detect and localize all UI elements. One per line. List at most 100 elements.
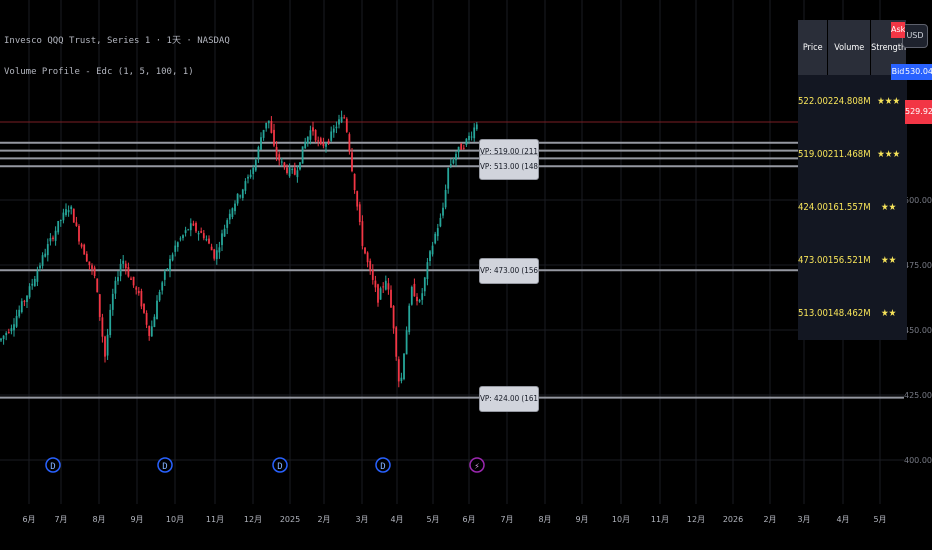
candle-body	[408, 305, 411, 333]
candle-body	[98, 294, 101, 317]
time-tick-label: 9月	[130, 515, 143, 524]
candle-body	[130, 278, 132, 280]
candle-body	[278, 154, 281, 161]
candle-body	[293, 168, 296, 175]
candle-body	[252, 167, 255, 174]
candle-body	[65, 209, 67, 216]
event-marker-label: ⚡	[474, 462, 479, 472]
candle-body	[213, 249, 216, 259]
candle-body	[444, 189, 447, 208]
candle-body	[231, 208, 234, 217]
candle-body	[239, 195, 242, 197]
price-tick-label: 475.00	[904, 261, 932, 270]
time-tick-label: 8月	[538, 515, 551, 524]
last-price-tag: 529.92	[905, 100, 932, 124]
bolt-icon[interactable]	[469, 457, 485, 473]
candle-body	[208, 238, 210, 244]
candle-body	[57, 220, 60, 233]
candle-body	[377, 284, 379, 303]
candle-body	[192, 223, 195, 226]
candle-body	[96, 278, 99, 293]
candle-body	[468, 135, 470, 141]
candle-body	[15, 315, 18, 327]
candle-body	[104, 336, 106, 357]
candle-body	[114, 280, 117, 294]
vp-label: VP: 473.00 (156.521M)	[479, 258, 539, 285]
dividend-icon[interactable]	[272, 457, 288, 473]
candle-body	[348, 134, 351, 152]
time-tick-label: 2月	[763, 515, 776, 524]
bid-tag: Bid	[891, 64, 905, 80]
candle-body	[371, 270, 374, 280]
ask-tag: Ask	[891, 22, 905, 38]
candle-body	[174, 245, 177, 252]
candle-body	[10, 328, 13, 332]
currency-button[interactable]: USD	[902, 24, 928, 48]
candle-body	[143, 303, 145, 313]
candle-body	[158, 291, 161, 301]
candle-body	[306, 136, 309, 144]
candle-body	[205, 239, 208, 241]
vp-label: VP: 424.00 (161.557M)	[479, 385, 539, 412]
time-tick-label: 11月	[206, 515, 224, 524]
candle-body	[166, 268, 169, 270]
candle-body	[236, 193, 239, 204]
candle-body	[392, 305, 395, 329]
candle-body	[132, 276, 135, 286]
candle-body	[322, 142, 325, 147]
candle-body	[109, 309, 112, 336]
dividend-icon[interactable]	[45, 457, 61, 473]
time-tick-label: 3月	[355, 515, 368, 524]
candle-body	[364, 247, 366, 254]
candle-body	[254, 160, 257, 171]
time-tick-label: 2025	[280, 515, 300, 524]
candlestick-series	[0, 110, 478, 388]
candle-body	[421, 293, 424, 300]
time-axis[interactable]: 6月 7月 8月 9月 10月 11月 12月 2025 2月 3月 4月 5月 6月 7月 8月 9月 10月…	[22, 515, 886, 524]
cell-strength: ★★★	[870, 128, 907, 181]
candle-body	[117, 277, 119, 282]
candle-body	[2, 335, 5, 339]
candle-body	[299, 162, 301, 170]
table-row: 513.00 148.462M ★★	[798, 287, 907, 340]
candle-body	[280, 161, 283, 163]
price-axis[interactable]: 400.00 425.00 450.00 475.00 500.00	[904, 196, 932, 465]
dividend-icon[interactable]	[157, 457, 173, 473]
price-tick-label: 500.00	[904, 196, 932, 205]
candle-body	[197, 233, 200, 235]
event-markers[interactable]: D D D D ⚡	[45, 457, 485, 473]
time-tick-label: 2026	[723, 515, 743, 524]
time-tick-label: 4月	[390, 515, 403, 524]
cell-price: 522.00	[798, 75, 828, 128]
candle-body	[439, 217, 442, 227]
candle-body	[260, 137, 262, 150]
candle-body	[249, 174, 252, 178]
candle-body	[72, 208, 75, 223]
candle-body	[234, 203, 236, 212]
cell-price: 424.00	[798, 181, 828, 234]
candle-body	[145, 312, 148, 325]
candle-body	[13, 324, 15, 331]
candle-body	[179, 238, 182, 240]
candle-body	[382, 286, 385, 288]
dividend-icon[interactable]	[375, 457, 391, 473]
col-price-header: Price	[798, 20, 829, 75]
candle-body	[379, 288, 382, 300]
candle-body	[52, 237, 54, 240]
candle-body	[244, 181, 247, 191]
candle-body	[416, 296, 418, 302]
candle-body	[267, 120, 270, 124]
candle-body	[288, 167, 291, 177]
candle-body	[309, 130, 312, 140]
cell-volume: 224.808M	[827, 75, 871, 128]
cell-strength: ★★	[870, 287, 907, 340]
symbol-legend[interactable]: Invesco QQQ Trust, Series 1 · 1天 · NASDA…	[4, 36, 230, 46]
candle-body	[449, 164, 452, 166]
candle-body	[80, 244, 83, 247]
candle-body	[275, 146, 278, 157]
col-strength-header: Strength	[870, 20, 908, 75]
candle-body	[286, 167, 288, 174]
candle-body	[335, 126, 338, 129]
indicator-legend[interactable]: Volume Profile - Edc (1, 5, 100, 1)	[4, 67, 194, 77]
